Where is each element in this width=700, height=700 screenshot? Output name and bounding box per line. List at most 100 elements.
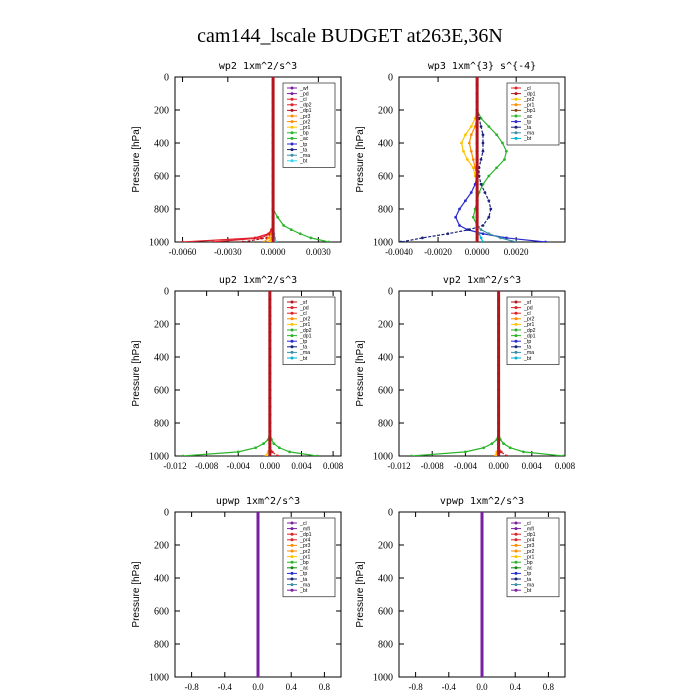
legend-marker	[290, 527, 294, 531]
legend-entry: _pr2	[299, 119, 310, 125]
legend-marker	[514, 120, 518, 124]
chart-panel-3: up2 1xm^2/s^3 Pressure [hPa] 0 200 400 600 800…	[131, 275, 344, 471]
legend-marker	[514, 86, 518, 90]
legend-marker	[514, 92, 518, 96]
legend-marker	[514, 549, 518, 553]
x-tick-label: -0.008	[195, 461, 219, 471]
x-tick-label: 0.000	[260, 461, 281, 471]
data-point	[467, 141, 471, 145]
series-group	[181, 77, 331, 242]
legend-entry: _wf	[299, 86, 309, 92]
legend-marker	[514, 527, 518, 531]
y-tick-label: 800	[378, 640, 393, 651]
legend-entry: _ma	[523, 582, 534, 588]
y-tick-label: 800	[154, 640, 169, 651]
legend-entry: _bt	[523, 136, 532, 142]
x-tick-label: 0.0	[476, 682, 488, 692]
data-point	[479, 116, 483, 120]
data-point	[399, 240, 403, 242]
legend-entry: _bp	[299, 560, 309, 566]
legend-entry: _ta	[523, 125, 531, 131]
legend-marker	[290, 345, 294, 349]
legend-entry: _sf	[299, 300, 307, 306]
x-tick-label: 0.0020	[504, 247, 529, 257]
data-point	[272, 442, 276, 446]
legend-entry: _ac	[523, 114, 533, 120]
y-tick-label: 200	[378, 541, 393, 552]
y-tick-label: 200	[154, 541, 169, 552]
data-point	[487, 199, 491, 203]
data-point	[262, 240, 266, 242]
x-tick-label: 0.4	[510, 682, 522, 692]
legend-entry: _pr2	[299, 317, 310, 323]
y-tick-label: 800	[378, 205, 393, 216]
legend-entry: _pr1	[523, 322, 534, 328]
legend-entry: _bt	[299, 588, 308, 594]
data-point	[289, 228, 293, 232]
y-tick-label: 600	[154, 172, 169, 183]
series-group	[410, 291, 565, 456]
data-point	[458, 224, 461, 227]
legend-entry: _tp	[299, 142, 307, 148]
data-point	[481, 224, 485, 227]
legend-entry: _ma	[523, 350, 534, 356]
data-point	[499, 236, 502, 240]
x-tick-label: 0.004	[522, 461, 543, 471]
y-tick-label: 800	[154, 419, 169, 430]
y-tick-label: 0	[164, 508, 169, 519]
data-point	[181, 240, 184, 242]
data-point	[487, 215, 491, 219]
legend-marker	[514, 125, 518, 129]
legend-marker	[514, 555, 518, 559]
data-point	[282, 224, 286, 227]
legend-entry: _cl	[523, 311, 531, 317]
legend-marker	[514, 521, 518, 525]
legend-entry: _cl	[299, 521, 307, 527]
data-point	[479, 182, 483, 186]
data-point	[544, 240, 547, 242]
data-point	[270, 450, 274, 454]
data-point	[298, 232, 302, 236]
y-axis-label: Pressure [hPa]	[355, 340, 366, 406]
legend-marker	[290, 306, 294, 310]
x-tick-label: 0.0000	[261, 247, 286, 257]
x-tick-label: -0.0020	[424, 247, 452, 257]
legend-entry: _tp	[523, 119, 531, 125]
x-tick-label: -0.012	[163, 461, 186, 471]
legend-marker	[290, 131, 294, 135]
x-tick-label: 0.000	[488, 461, 509, 471]
x-tick-label: 0.0030	[306, 247, 331, 257]
legend-marker	[290, 120, 294, 124]
y-tick-label: 400	[154, 139, 169, 150]
legend-entry: _tp	[523, 339, 531, 345]
data-point	[487, 174, 491, 178]
data-point	[469, 149, 473, 153]
y-tick-label: 1000	[149, 238, 169, 249]
y-tick-label: 400	[378, 574, 393, 585]
legend-entry: _bt	[523, 588, 532, 594]
legend-entry: _bp1	[523, 108, 536, 114]
legend-entry: _pr1	[299, 125, 310, 131]
data-point	[489, 207, 493, 211]
legend-entry: _pr4	[523, 538, 534, 544]
data-point	[561, 454, 565, 456]
legend-marker	[514, 350, 518, 354]
legend-entry: _ta	[299, 345, 307, 351]
y-tick-label: 600	[154, 386, 169, 397]
y-tick-label: 600	[378, 607, 393, 618]
legend-entry: _ta	[299, 577, 307, 583]
legend-marker	[290, 571, 294, 575]
y-axis-label: Pressure [hPa]	[355, 561, 366, 627]
data-point	[469, 125, 473, 128]
legend-marker	[290, 125, 294, 129]
y-tick-label: 200	[154, 320, 169, 331]
y-tick-label: 0	[388, 287, 393, 298]
x-tick-label: 0.0	[252, 682, 264, 692]
legend-marker	[514, 560, 518, 564]
data-point	[505, 236, 508, 240]
series-group	[480, 512, 484, 677]
chart-panel-4: vp2 1xm^2/s^3 Pressure [hPa] 0 200 400 600 800…	[355, 275, 576, 471]
data-point	[236, 450, 240, 454]
legend-marker	[290, 322, 294, 326]
